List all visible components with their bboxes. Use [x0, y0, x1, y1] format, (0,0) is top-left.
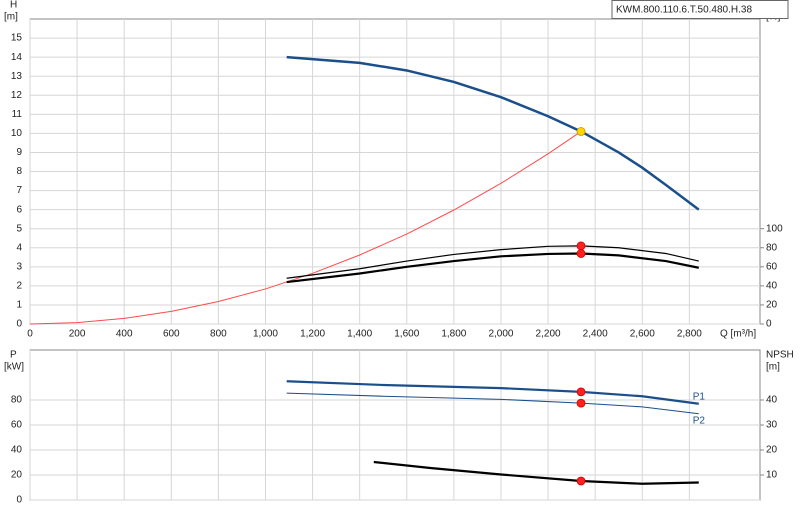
x-tick-label: 2,600 — [630, 329, 655, 340]
x-axis-label: Q [m³/h] — [720, 329, 756, 340]
y2-tick-label: 80 — [766, 242, 778, 253]
y2-axis-unit: [m] — [766, 362, 780, 373]
duty-point — [576, 127, 586, 136]
x-tick-label: 0 — [27, 329, 33, 340]
y2-tick-label: 0 — [766, 319, 772, 330]
x-tick-label: 200 — [69, 329, 86, 340]
x-tick-label: 2,200 — [536, 329, 561, 340]
x-tick-label: 2,400 — [583, 329, 608, 340]
x-tick-label: 1,400 — [347, 329, 372, 340]
curve — [286, 245, 699, 279]
y2-tick-label: 20 — [766, 445, 778, 456]
y2-tick-label: 10 — [766, 470, 778, 481]
y-tick-label: 80 — [11, 395, 23, 406]
y-tick-label: 60 — [11, 420, 23, 431]
y2-tick-label: 30 — [766, 420, 778, 431]
y2-tick-label: 60 — [766, 261, 778, 272]
y2-axis-label: NPSH — [766, 350, 794, 361]
y-tick-label: 13 — [11, 71, 23, 82]
y-axis-unit: [kW] — [4, 362, 24, 373]
y2-tick-label: 40 — [766, 281, 778, 292]
duty-point — [576, 387, 586, 397]
duty-point — [576, 398, 586, 408]
y-tick-label: 5 — [16, 223, 22, 234]
series-label: P2 — [693, 415, 706, 426]
curve — [373, 460, 699, 485]
y-tick-label: 1 — [16, 300, 22, 311]
x-tick-label: 400 — [116, 329, 133, 340]
x-tick-label: 600 — [163, 329, 180, 340]
x-tick-label: 800 — [210, 329, 227, 340]
y-tick-label: 0 — [16, 495, 22, 506]
curve — [286, 380, 699, 405]
y-tick-label: 12 — [11, 90, 23, 101]
y-tick-label: 10 — [11, 128, 23, 139]
x-tick-label: 2,800 — [677, 329, 702, 340]
chart-title: KWM.800.110.6.T.50.480.H.38 — [616, 5, 752, 16]
x-tick-label: 1,200 — [300, 329, 325, 340]
y-tick-label: 20 — [11, 470, 23, 481]
y-tick-label: 14 — [11, 52, 23, 63]
series-label: P1 — [693, 391, 706, 402]
duty-point — [576, 241, 586, 251]
y-tick-label: 7 — [16, 185, 22, 196]
x-tick-label: 2,000 — [488, 329, 513, 340]
y-tick-label: 0 — [16, 319, 22, 330]
y-tick-label: 2 — [16, 281, 22, 292]
y-tick-label: 3 — [16, 261, 22, 272]
y-axis-unit: [m] — [4, 12, 18, 23]
curve — [29, 131, 582, 325]
curve — [286, 55, 700, 211]
x-tick-label: 1,600 — [394, 329, 419, 340]
title-box — [611, 0, 789, 19]
y2-tick-label: 40 — [766, 395, 778, 406]
y-tick-label: 15 — [11, 33, 23, 44]
y-axis-label: H — [10, 0, 17, 11]
y-axis-label: P — [10, 350, 17, 361]
curve — [286, 252, 699, 284]
y-tick-label: 4 — [16, 242, 22, 253]
x-tick-label: 1,800 — [441, 329, 466, 340]
duty-point — [576, 249, 586, 258]
duty-point — [576, 476, 586, 486]
x-tick-label: 1,000 — [253, 329, 278, 340]
y-tick-label: 40 — [11, 445, 23, 456]
y2-tick-label: 20 — [766, 300, 778, 311]
y-tick-label: 9 — [16, 147, 22, 158]
y-tick-label: 11 — [12, 109, 23, 120]
curve — [286, 392, 699, 415]
y-tick-label: 6 — [16, 204, 22, 215]
y-tick-label: 8 — [16, 166, 22, 177]
y2-tick-label: 100 — [766, 223, 783, 234]
